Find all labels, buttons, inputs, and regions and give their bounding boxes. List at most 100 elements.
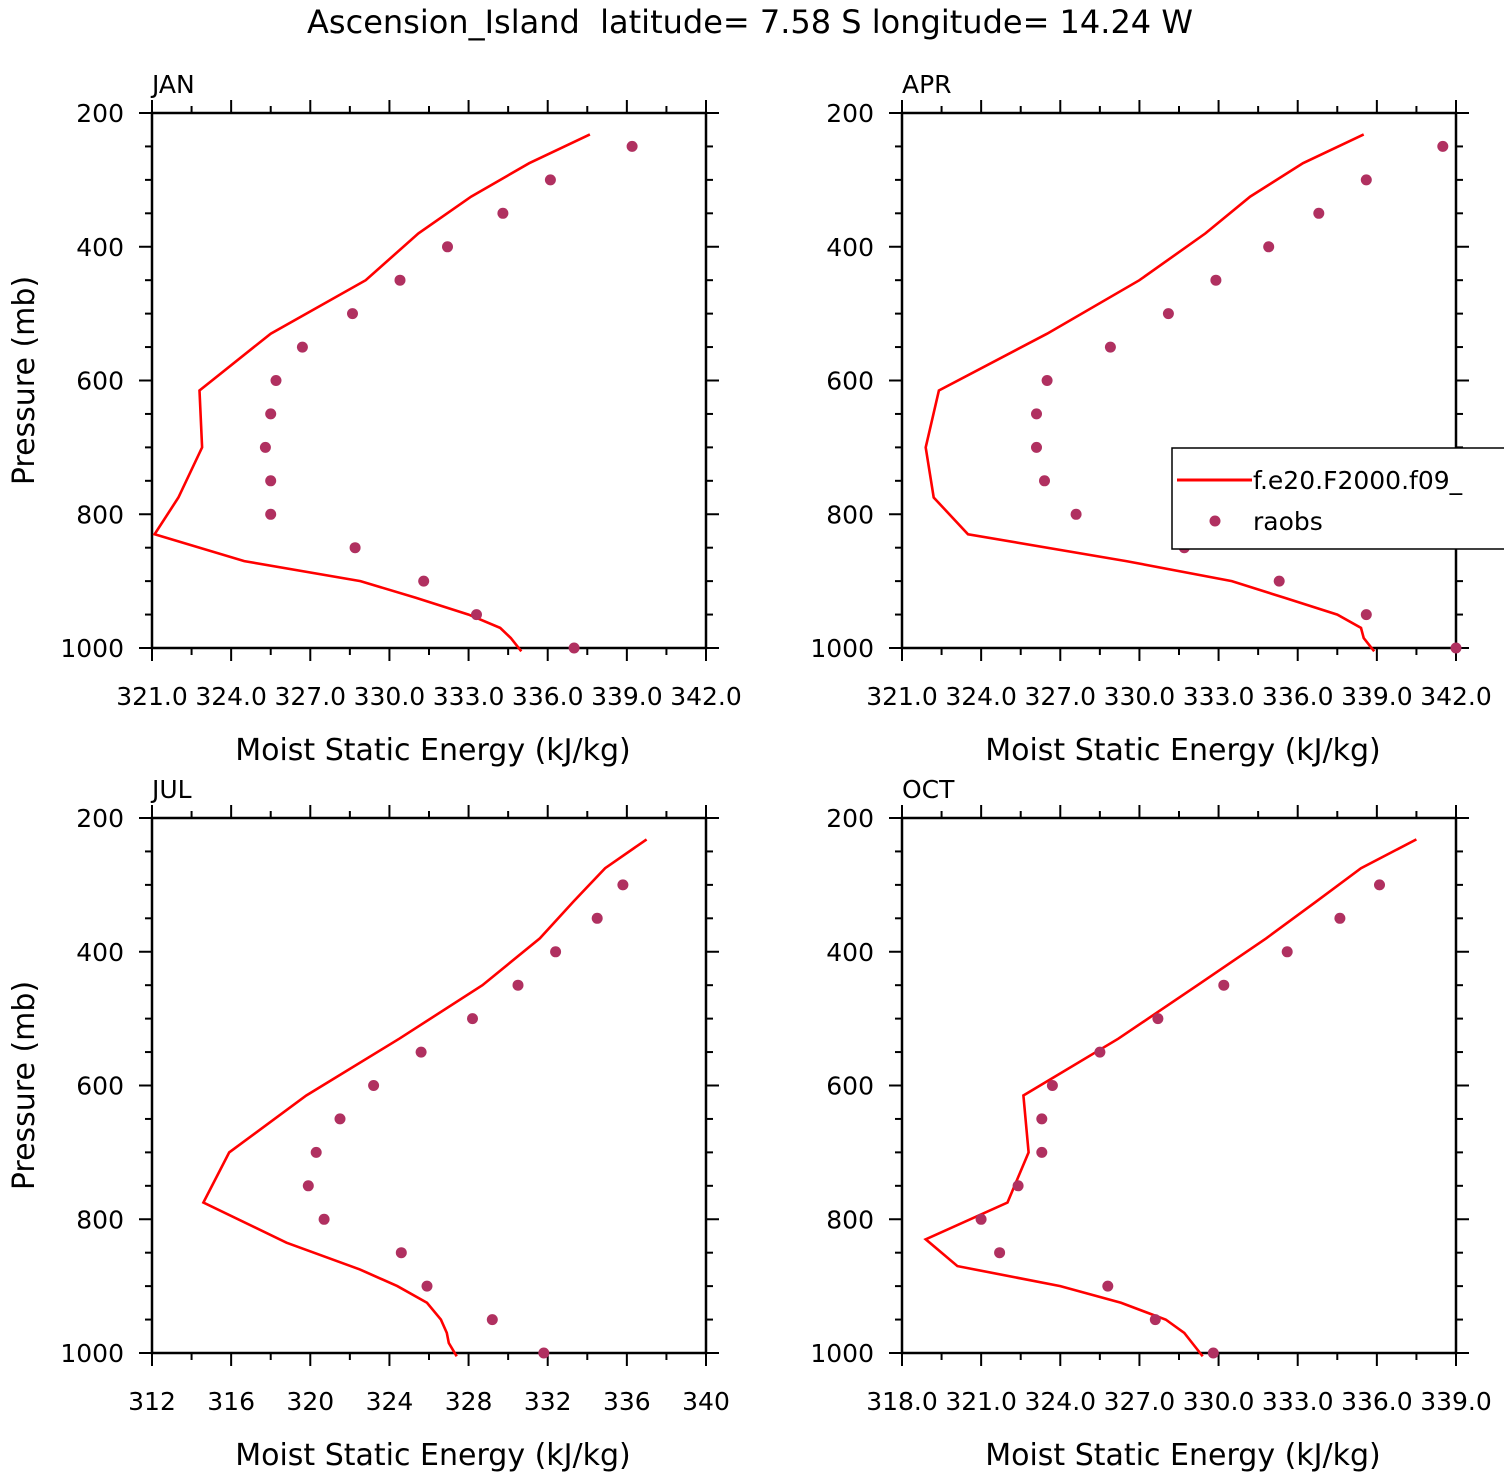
obs-point bbox=[471, 609, 482, 621]
obs-point bbox=[1036, 1146, 1048, 1158]
obs-point bbox=[1334, 912, 1346, 924]
obs-point bbox=[296, 341, 308, 353]
obs-point bbox=[486, 1314, 498, 1326]
x-axis-label: Moist Static Energy (kJ/kg) bbox=[985, 733, 1381, 768]
y-tick-label: 200 bbox=[76, 804, 124, 833]
plot-area bbox=[201, 838, 648, 1359]
obs-point bbox=[1102, 1280, 1114, 1292]
obs-point bbox=[1162, 308, 1174, 320]
model-series-line bbox=[923, 838, 1417, 1358]
obs-point bbox=[1450, 642, 1462, 654]
obs-point bbox=[1437, 140, 1449, 152]
x-tick-label: 324 bbox=[366, 1387, 414, 1416]
y-tick-label: 1000 bbox=[60, 1339, 124, 1368]
panel-label: JAN bbox=[150, 70, 195, 99]
y-axis-label: Pressure (mb) bbox=[7, 276, 42, 485]
y-tick-label: 800 bbox=[826, 500, 874, 529]
obs-point bbox=[1374, 879, 1385, 891]
panel-label: JUL bbox=[150, 775, 192, 804]
obs-point bbox=[349, 542, 361, 554]
panel-label: APR bbox=[902, 70, 952, 99]
obs-point bbox=[259, 441, 271, 453]
x-tick-label: 339.0 bbox=[1420, 1387, 1492, 1416]
obs-point bbox=[1263, 241, 1275, 253]
obs-point bbox=[421, 1280, 433, 1292]
x-tick-label: 333.0 bbox=[1183, 682, 1255, 711]
x-tick-label: 336.0 bbox=[1341, 1387, 1413, 1416]
plot-frame bbox=[150, 111, 708, 650]
x-tick-label: 336.0 bbox=[512, 682, 584, 711]
x-tick-label: 321.0 bbox=[945, 1387, 1017, 1416]
figure-title: Ascension_Island latitude= 7.58 S longit… bbox=[307, 3, 1193, 41]
panel-label: OCT bbox=[902, 775, 955, 804]
x-tick-label: 328 bbox=[445, 1387, 493, 1416]
plot-area bbox=[924, 133, 1462, 654]
legend-obs-marker bbox=[1209, 515, 1221, 527]
obs-point bbox=[415, 1046, 427, 1058]
obs-point bbox=[394, 274, 406, 286]
x-tick-label: 321.0 bbox=[116, 682, 188, 711]
y-tick-label: 600 bbox=[76, 367, 124, 396]
obs-point bbox=[467, 1013, 478, 1025]
obs-point bbox=[1041, 375, 1053, 386]
obs-point bbox=[538, 1347, 550, 1359]
obs-point bbox=[265, 408, 277, 420]
y-tick-label: 800 bbox=[826, 1205, 874, 1234]
x-tick-label: 333.0 bbox=[1262, 1387, 1334, 1416]
x-tick-label: 340 bbox=[682, 1387, 730, 1416]
x-tick-label: 342.0 bbox=[670, 682, 742, 711]
y-tick-label: 1000 bbox=[810, 634, 874, 663]
obs-point bbox=[591, 912, 603, 924]
y-tick-label: 600 bbox=[826, 367, 874, 396]
obs-point bbox=[994, 1247, 1006, 1259]
y-tick-label: 600 bbox=[76, 1072, 124, 1101]
obs-point bbox=[1046, 1080, 1058, 1091]
y-tick-label: 400 bbox=[76, 233, 124, 262]
legend-box bbox=[1171, 447, 1504, 550]
legend-obs-label: raobs bbox=[1253, 507, 1323, 536]
y-tick-label: 800 bbox=[76, 1205, 124, 1234]
panel-oct: OCT 318.0 321.0 324.0 327.0 330.0 333.0 336.0 33… bbox=[810, 775, 1491, 1473]
plot-area bbox=[923, 838, 1417, 1359]
obs-point bbox=[512, 979, 524, 991]
obs-point bbox=[1210, 274, 1222, 286]
plot-area bbox=[152, 133, 638, 654]
x-tick-label: 339.0 bbox=[591, 682, 663, 711]
x-axis-label: Moist Static Energy (kJ/kg) bbox=[235, 1438, 631, 1473]
panel-apr: APR 321.0 324.0 327.0 330.0 333.0 336.0 339.0 34… bbox=[810, 70, 1491, 768]
x-axis-label: Moist Static Energy (kJ/kg) bbox=[235, 733, 631, 768]
obs-point bbox=[1360, 174, 1372, 186]
obs-point bbox=[544, 174, 556, 186]
obs-point bbox=[265, 475, 277, 487]
obs-point bbox=[1070, 508, 1082, 520]
x-tick-label: 327.0 bbox=[1024, 682, 1096, 711]
obs-point bbox=[1094, 1046, 1106, 1058]
x-tick-label: 321.0 bbox=[866, 682, 938, 711]
y-tick-label: 200 bbox=[826, 804, 874, 833]
x-tick-label: 316 bbox=[207, 1387, 255, 1416]
model-series-line bbox=[924, 133, 1376, 653]
obs-point bbox=[302, 1180, 314, 1192]
legend: f.e20.F2000.f09_ raobs bbox=[1171, 447, 1504, 550]
obs-point bbox=[442, 241, 453, 253]
x-tick-label: 324.0 bbox=[945, 682, 1017, 711]
x-tick-label: 327.0 bbox=[1104, 1387, 1176, 1416]
obs-point bbox=[1104, 341, 1116, 353]
model-series-line bbox=[152, 133, 591, 653]
y-axis-label: Pressure (mb) bbox=[7, 981, 42, 1190]
panel-jul: JUL 312 316 320 324 328 332 336 340 200 400 600 800 1… bbox=[7, 775, 730, 1473]
y-tick-label: 1000 bbox=[60, 634, 124, 663]
y-tick-label: 200 bbox=[76, 99, 124, 128]
plot-frame bbox=[900, 111, 1458, 650]
obs-point bbox=[1360, 609, 1372, 621]
y-tick-label: 400 bbox=[826, 233, 874, 262]
obs-point bbox=[1281, 946, 1293, 958]
obs-point bbox=[1152, 1013, 1164, 1025]
x-tick-label: 330.0 bbox=[1183, 1387, 1255, 1416]
obs-point bbox=[1207, 1347, 1219, 1359]
obs-point bbox=[418, 575, 430, 587]
y-tick-label: 600 bbox=[826, 1072, 874, 1101]
x-tick-label: 324.0 bbox=[195, 682, 267, 711]
